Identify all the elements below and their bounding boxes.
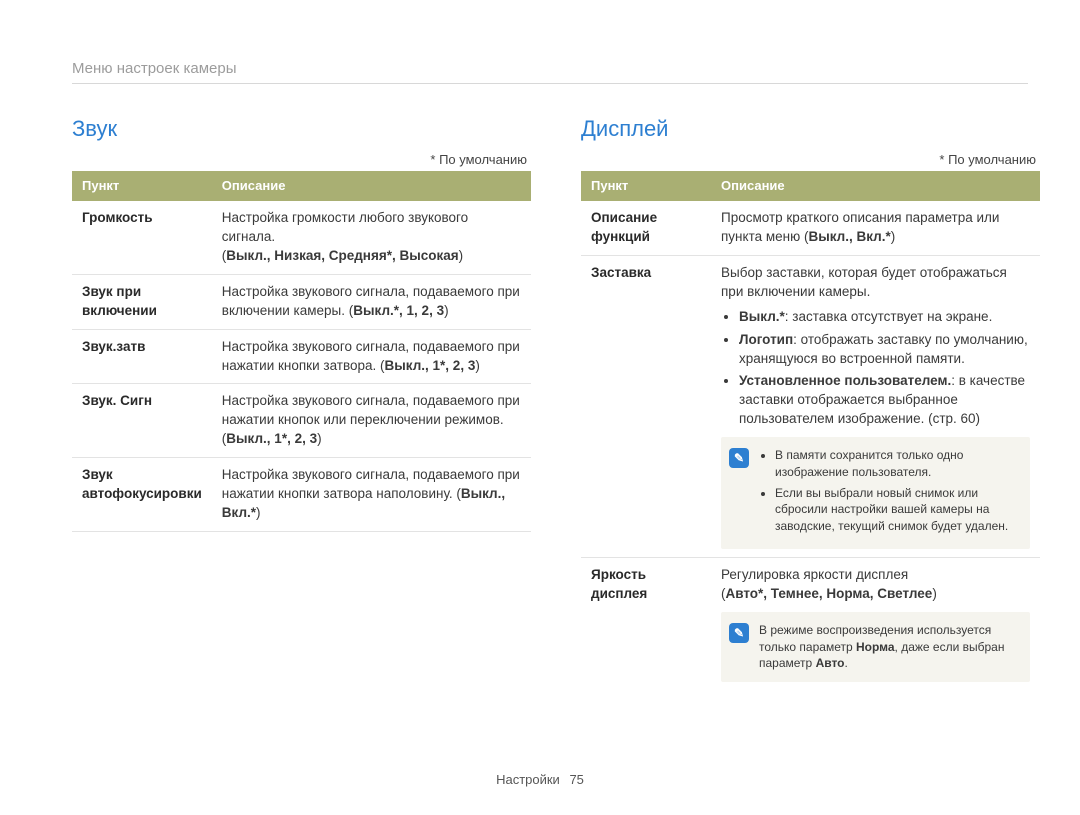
label-shutter: Звук.затв xyxy=(72,329,212,384)
row-shutter: Звук.затв Настройка звукового сигнала, п… xyxy=(72,329,531,384)
start-image-note: ✎ В памяти сохранится только одно изобра… xyxy=(721,437,1030,549)
row-af: Звук автофокусировки Настройка звукового… xyxy=(72,458,531,532)
default-note-right: * По умолчанию xyxy=(581,152,1036,167)
desc-startup: Настройка звукового сигнала, подаваемого… xyxy=(212,274,531,329)
table-header-row: Пункт Описание xyxy=(581,171,1040,201)
label-startup: Звук при включении xyxy=(72,274,212,329)
col-desc: Описание xyxy=(711,171,1040,201)
col-item: Пункт xyxy=(72,171,212,201)
col-desc: Описание xyxy=(212,171,531,201)
tail: ) xyxy=(891,229,896,244)
row-startup: Звук при включении Настройка звукового с… xyxy=(72,274,531,329)
start-image-bullets: Выкл.*: заставка отсутствует на экране. … xyxy=(721,308,1030,429)
desc-af: Настройка звукового сигнала, подаваемого… xyxy=(212,458,531,532)
tail: ) xyxy=(475,358,480,373)
desc-volume: Настройка громкости любого звукового сиг… xyxy=(212,201,531,274)
options: Выкл., Низкая, Средняя*, Высокая xyxy=(226,248,458,263)
tail: ) xyxy=(317,431,322,446)
sound-title: Звук xyxy=(72,116,531,142)
label-af: Звук автофокусировки xyxy=(72,458,212,532)
note-line: В памяти сохранится только одно изображе… xyxy=(775,447,1020,481)
desc-beep: Настройка звукового сигнала, подаваемого… xyxy=(212,384,531,458)
row-start-image: Заставка Выбор заставки, которая будет о… xyxy=(581,255,1040,557)
note-line: Если вы выбрали новый снимок или сбросил… xyxy=(775,485,1020,535)
row-volume: Громкость Настройка громкости любого зву… xyxy=(72,201,531,274)
options: Выкл., 1*, 2, 3 xyxy=(226,431,317,446)
label-beep: Звук. Сигн xyxy=(72,384,212,458)
sound-column: Звук * По умолчанию Пункт Описание Громк… xyxy=(72,116,531,690)
columns: Звук * По умолчанию Пункт Описание Громк… xyxy=(72,116,1040,690)
row-beep: Звук. Сигн Настройка звукового сигнала, … xyxy=(72,384,531,458)
label-brightness: Яркость дисплея xyxy=(581,558,711,691)
bullet-user: Установленное пользователем.: в качестве… xyxy=(739,372,1030,429)
label-volume: Громкость xyxy=(72,201,212,274)
text: Настройка громкости любого звукового сиг… xyxy=(222,210,468,244)
display-column: Дисплей * По умолчанию Пункт Описание Оп… xyxy=(581,116,1040,690)
display-table: Пункт Описание Описание функций Просмотр… xyxy=(581,171,1040,690)
tail: ) xyxy=(444,303,449,318)
options: Выкл., Вкл.* xyxy=(808,229,890,244)
footer-section: Настройки xyxy=(496,772,560,787)
display-title: Дисплей xyxy=(581,116,1040,142)
note-icon: ✎ xyxy=(729,623,749,643)
label-func-desc: Описание функций xyxy=(581,201,711,255)
breadcrumb: Меню настроек камеры xyxy=(72,60,1028,84)
desc-start-image: Выбор заставки, которая будет отображать… xyxy=(711,255,1040,557)
bullet-logo: Логотип: отображать заставку по умолчани… xyxy=(739,331,1030,369)
note-text: В памяти сохранится только одно изображе… xyxy=(759,447,1020,539)
desc-shutter: Настройка звукового сигнала, подаваемого… xyxy=(212,329,531,384)
page: Меню настроек камеры Звук * По умолчанию… xyxy=(0,0,1080,815)
table-header-row: Пункт Описание xyxy=(72,171,531,201)
options: Выкл., 1*, 2, 3 xyxy=(385,358,476,373)
footer-page-number: 75 xyxy=(569,772,583,787)
options: Авто*, Темнее, Норма, Светлее xyxy=(726,586,933,601)
page-footer: Настройки 75 xyxy=(0,772,1080,787)
sound-table: Пункт Описание Громкость Настройка громк… xyxy=(72,171,531,532)
default-note-left: * По умолчанию xyxy=(72,152,527,167)
intro: Выбор заставки, которая будет отображать… xyxy=(721,264,1030,302)
desc-func-desc: Просмотр краткого описания параметра или… xyxy=(711,201,1040,255)
row-func-desc: Описание функций Просмотр краткого описа… xyxy=(581,201,1040,255)
note-text: В режиме воспроизведения используется то… xyxy=(759,622,1020,672)
col-item: Пункт xyxy=(581,171,711,201)
desc-brightness: Регулировка яркости дисплея (Авто*, Темн… xyxy=(711,558,1040,691)
tail: ) xyxy=(256,505,261,520)
brightness-note: ✎ В режиме воспроизведения используется … xyxy=(721,612,1030,682)
row-brightness: Яркость дисплея Регулировка яркости дисп… xyxy=(581,558,1040,691)
label-start-image: Заставка xyxy=(581,255,711,557)
options: Выкл.*, 1, 2, 3 xyxy=(353,303,444,318)
bullet-off: Выкл.*: заставка отсутствует на экране. xyxy=(739,308,1030,327)
note-icon: ✎ xyxy=(729,448,749,468)
text: Регулировка яркости дисплея xyxy=(721,566,1030,585)
